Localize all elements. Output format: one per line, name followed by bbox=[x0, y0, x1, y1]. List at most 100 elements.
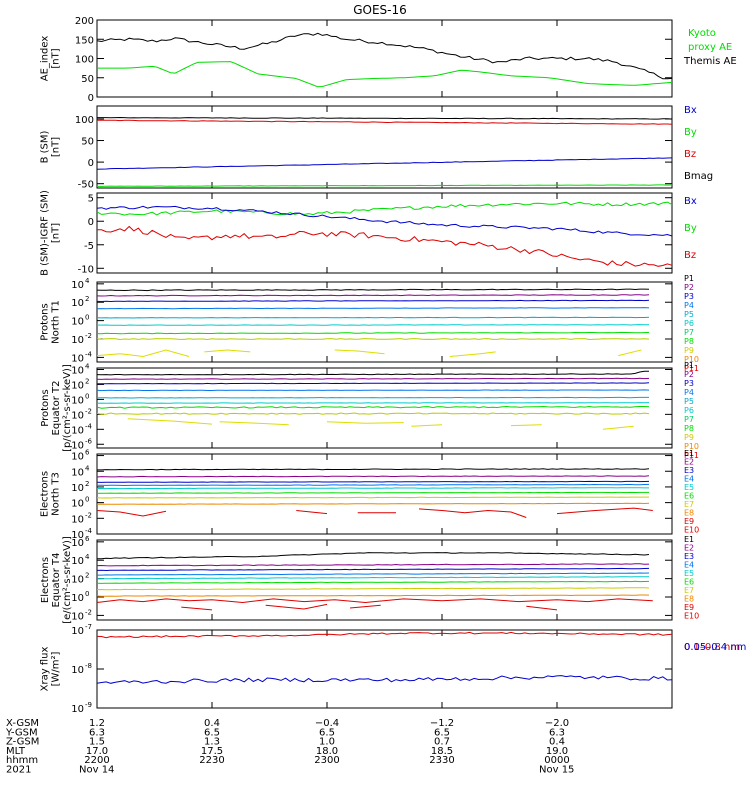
legend-entry: E5 bbox=[684, 483, 694, 492]
y-tick-exponent: 2 bbox=[85, 572, 89, 580]
series-line-bx bbox=[96, 205, 673, 237]
y-tick-exponent: -4 bbox=[85, 527, 93, 535]
legend-entry: Bx bbox=[684, 105, 697, 116]
series-line-e5 bbox=[97, 487, 649, 490]
y-tick-label: 10 bbox=[71, 425, 84, 436]
y-tick-label: 10 bbox=[71, 626, 84, 637]
y-tick-label: 50 bbox=[81, 74, 94, 85]
legend-entry: P5 bbox=[684, 397, 694, 406]
series-line-e9 bbox=[96, 510, 167, 517]
orbit-value: 6.5 bbox=[434, 727, 450, 738]
y-tick-label: 50 bbox=[81, 137, 94, 148]
orbit-value: 19.0 bbox=[546, 746, 568, 757]
series-line-p9 bbox=[618, 349, 642, 357]
series-line-p9 bbox=[204, 349, 251, 353]
y-axis-label: Equator T2 bbox=[51, 381, 62, 436]
orbit-value: 2230 bbox=[199, 755, 224, 766]
series-line-e10 bbox=[349, 604, 381, 609]
y-axis-label: [nT] bbox=[51, 48, 62, 68]
y-tick-label: 10 bbox=[71, 538, 84, 549]
y-tick-label: 10 bbox=[71, 380, 84, 391]
y-tick-label: 10 bbox=[71, 556, 84, 567]
orbit-value: 2200 bbox=[84, 755, 109, 766]
y-tick-label: 100 bbox=[75, 55, 94, 66]
legend-entry: E6 bbox=[684, 492, 694, 501]
y-axis-label: [W/m²] bbox=[51, 651, 62, 686]
y-tick-exponent: -2 bbox=[85, 407, 92, 415]
orbit-value: 6.5 bbox=[204, 727, 220, 738]
series-line-p3 bbox=[96, 299, 650, 303]
legend-entry: Bx bbox=[684, 196, 697, 207]
legend-entry: proxy AE bbox=[688, 42, 732, 53]
y-tick-label: 10 bbox=[71, 483, 84, 494]
legend-entry: E3 bbox=[684, 552, 694, 561]
y-tick-label: 10 bbox=[71, 353, 84, 364]
y-axis-label: [nT] bbox=[51, 137, 62, 157]
y-tick-label: 10 bbox=[71, 575, 84, 586]
orbit-value: 2330 bbox=[429, 755, 454, 766]
legend-entry: E8 bbox=[684, 595, 694, 604]
y-tick-label: -5 bbox=[84, 241, 94, 252]
legend-entry: E4 bbox=[684, 561, 694, 570]
legend-entry: P1 bbox=[684, 361, 694, 370]
series-line-e3 bbox=[96, 567, 650, 572]
orbit-value: 17.0 bbox=[86, 746, 108, 757]
y-tick-exponent: 6 bbox=[85, 535, 90, 543]
legend-entry: P3 bbox=[684, 292, 694, 301]
legend-entry: P7 bbox=[684, 328, 694, 337]
plot-title: GOES-16 bbox=[353, 3, 407, 17]
series-line-e10 bbox=[181, 606, 213, 611]
legend-entry: E5 bbox=[684, 569, 694, 578]
legend-entry: P9 bbox=[684, 346, 694, 355]
y-tick-label: 10 bbox=[71, 410, 84, 421]
y-axis-label: Xray flux bbox=[40, 647, 51, 692]
series-line-p8 bbox=[96, 412, 650, 415]
y-tick-exponent: 4 bbox=[85, 464, 90, 472]
legend-entry: Bmag bbox=[684, 171, 713, 182]
legend-entry: P11 bbox=[684, 364, 699, 373]
y-axis-label: [p/(cm²-s-sr-keV)] bbox=[62, 364, 73, 452]
orbit-row-label: MLT bbox=[6, 746, 26, 757]
y-tick-label: 10 bbox=[71, 365, 84, 376]
series-line-p2 bbox=[96, 294, 650, 297]
y-tick-exponent: 4 bbox=[85, 362, 90, 370]
series-line-p9 bbox=[96, 349, 190, 358]
y-tick-exponent: 2 bbox=[85, 295, 89, 303]
y-tick-label: -50 bbox=[78, 180, 94, 191]
series-line-p5 bbox=[96, 396, 649, 399]
y-axis-label: Electrons bbox=[40, 471, 51, 517]
series-line-e2 bbox=[96, 563, 650, 567]
series-line-p9 bbox=[510, 424, 542, 427]
y-tick-label: 10 bbox=[71, 298, 84, 309]
y-tick-label: 10 bbox=[71, 665, 84, 676]
legend-entry: E1 bbox=[684, 449, 694, 458]
y-tick-label: 0 bbox=[88, 217, 94, 228]
y-tick-label: 200 bbox=[75, 16, 94, 27]
series-line-e4 bbox=[97, 572, 650, 576]
y-axis-label: Protons bbox=[40, 389, 51, 426]
series-line-p2 bbox=[96, 377, 650, 380]
y-tick-exponent: 2 bbox=[85, 377, 89, 385]
y-tick-exponent: -4 bbox=[85, 422, 93, 430]
y-tick-exponent: -6 bbox=[85, 437, 93, 445]
y-axis-label: B (SM)-IGRF (SM) bbox=[40, 190, 51, 276]
y-tick-exponent: -9 bbox=[85, 701, 92, 709]
series-line-p9 bbox=[602, 425, 634, 430]
legend-entry: P2 bbox=[684, 370, 694, 379]
series-line-e9 bbox=[418, 508, 527, 518]
legend-entry: 0.05–0.4 nm bbox=[684, 642, 746, 653]
orbit-value: 6.5 bbox=[319, 727, 335, 738]
y-tick-label: 10 bbox=[71, 335, 84, 346]
series-line-p1 bbox=[96, 370, 650, 376]
legend-entry: P8 bbox=[684, 424, 694, 433]
series-line-p7 bbox=[96, 405, 650, 409]
series-line-e9 bbox=[296, 510, 328, 515]
series-line-p9 bbox=[411, 424, 443, 427]
y-axis-label: [nT] bbox=[51, 223, 62, 243]
panel-bsm: -50 0 50 100 B (SM) [nT] Bx By Bz Bmag bbox=[40, 105, 714, 191]
series-line-p4 bbox=[96, 307, 650, 310]
series-line-e5 bbox=[97, 576, 649, 580]
